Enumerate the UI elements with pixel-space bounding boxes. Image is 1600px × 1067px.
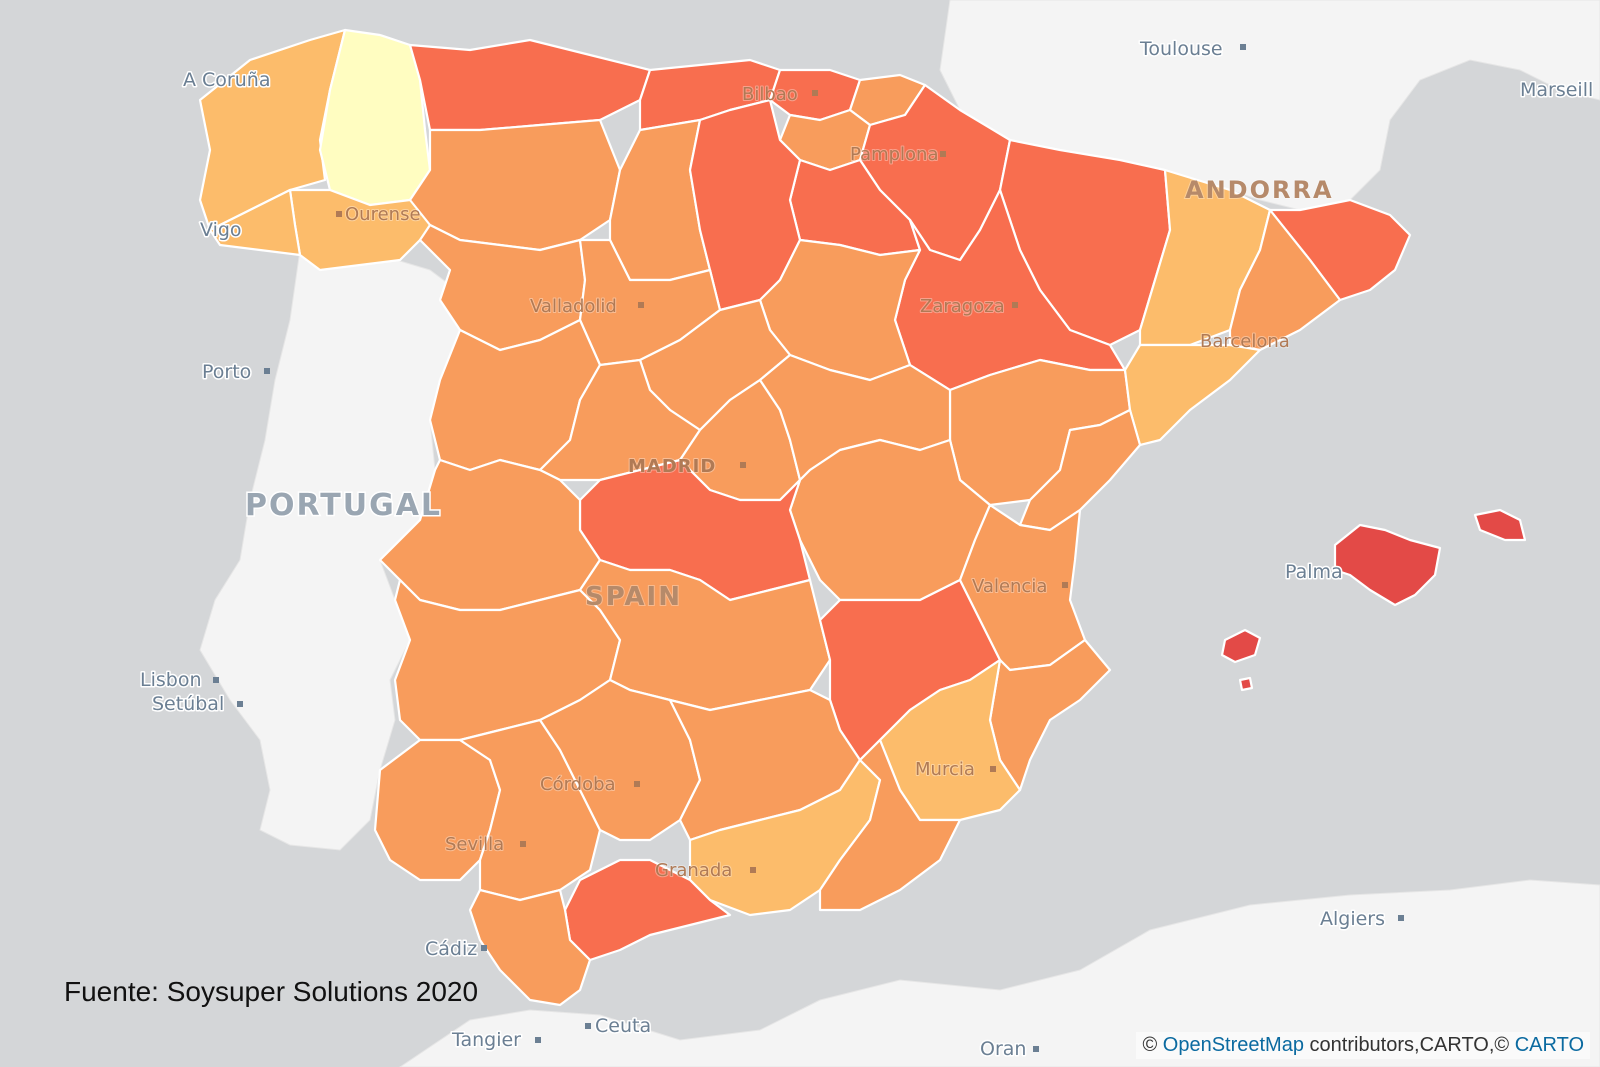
openstreetmap-link[interactable]: OpenStreetMap — [1162, 1034, 1304, 1056]
region-pontevedra[interactable] — [208, 188, 302, 257]
attribution-copyright: © — [1142, 1034, 1158, 1056]
region-menorca[interactable] — [1473, 508, 1527, 542]
city-label-tangier: Tangier — [451, 1029, 521, 1051]
region-formentera[interactable] — [1238, 676, 1254, 692]
attribution-contributors: contributors,CARTO,© — [1309, 1034, 1510, 1056]
city-dot-cordoba — [634, 781, 640, 787]
city-label-cadiz: Cádiz — [425, 938, 477, 960]
city-dot-granada — [750, 867, 756, 873]
region-tarragona[interactable] — [1123, 343, 1262, 447]
city-dot-cadiz — [481, 945, 487, 951]
carto-link[interactable]: CARTO — [1514, 1034, 1584, 1056]
city-label-valencia: Valencia — [972, 576, 1047, 597]
city-label-valladolid: Valladolid — [530, 296, 617, 317]
city-label-zaragoza: Zaragoza — [920, 296, 1005, 317]
city-label-palma: Palma — [1285, 561, 1343, 583]
city-label-murcia: Murcia — [915, 759, 975, 780]
city-label-vigo: Vigo — [200, 219, 242, 241]
city-label-a-coruna: A Coruña — [183, 69, 270, 91]
map-attribution: © OpenStreetMap contributors,CARTO,© CAR… — [1136, 1032, 1590, 1059]
city-dot-toulouse — [1240, 44, 1246, 50]
city-dot-tangier — [535, 1037, 541, 1043]
city-label-oran: Oran — [980, 1038, 1026, 1060]
city-dot-murcia — [990, 766, 996, 772]
country-label-portugal: PORTUGAL — [245, 488, 442, 523]
city-dot-sevilla — [520, 841, 526, 847]
region-lleida[interactable] — [1138, 168, 1272, 347]
city-dot-zaragoza — [1012, 302, 1018, 308]
city-label-algiers: Algiers — [1320, 908, 1385, 930]
city-labels: A Coruña Vigo Toulouse Marseill Porto Li… — [139, 37, 1595, 1062]
city-label-pamplona: Pamplona — [850, 144, 939, 165]
region-barcelona[interactable] — [1228, 208, 1342, 352]
source-note: Fuente: Soysuper Solutions 2020 — [64, 976, 479, 1007]
city-dot-algiers — [1398, 915, 1404, 921]
city-dot-valladolid — [638, 302, 644, 308]
city-dot-lisbon — [213, 677, 219, 683]
city-dot-bilbao — [812, 90, 818, 96]
country-label-andorra: ANDORRA — [1185, 176, 1334, 204]
region-cadiz[interactable] — [468, 888, 592, 1007]
city-dot-setubal — [237, 701, 243, 707]
region-almeria[interactable] — [818, 738, 962, 912]
city-label-sevilla: Sevilla — [445, 834, 504, 855]
city-label-cordoba: Córdoba — [540, 774, 616, 795]
region-asturias[interactable] — [408, 38, 652, 132]
city-label-ceuta: Ceuta — [595, 1015, 651, 1037]
region-ibiza[interactable] — [1220, 628, 1262, 664]
city-label-setubal: Setúbal — [152, 693, 224, 715]
city-label-madrid: MADRID — [628, 456, 716, 477]
city-label-granada: Granada — [655, 860, 732, 881]
city-dot-pamplona — [940, 151, 946, 157]
city-label-toulouse: Toulouse — [1139, 38, 1223, 60]
city-label-ourense: Ourense — [345, 204, 421, 225]
city-dot-oran — [1033, 1046, 1039, 1052]
spain-regions — [198, 28, 1527, 1007]
city-dot-valencia — [1062, 582, 1068, 588]
country-label-spain: SPAIN — [585, 582, 682, 612]
city-label-bilbao: Bilbao — [742, 84, 798, 105]
city-label-porto: Porto — [202, 361, 251, 383]
city-label-marseille: Marseill — [1520, 79, 1593, 101]
city-dot-ourense — [336, 211, 342, 217]
region-a-coruna[interactable] — [198, 28, 347, 232]
city-label-barcelona: Barcelona — [1200, 331, 1290, 352]
north-africa-land — [399, 879, 1600, 1067]
region-mallorca[interactable] — [1333, 523, 1442, 607]
city-dot-madrid — [740, 462, 746, 468]
city-dot-porto — [264, 368, 270, 374]
city-dot-ceuta — [585, 1023, 591, 1029]
city-label-lisbon: Lisbon — [140, 669, 202, 691]
